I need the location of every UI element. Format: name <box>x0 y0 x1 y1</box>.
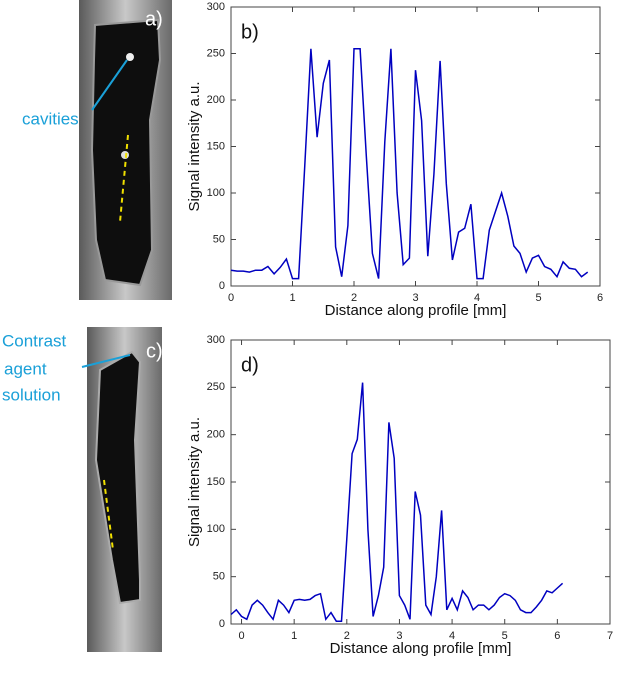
image-label: a) <box>145 8 163 30</box>
image-c: c) Contrast agent solution <box>2 327 163 652</box>
x-tick-label: 2 <box>351 292 357 304</box>
y-tick-label: 0 <box>219 618 225 630</box>
x-tick-label: 3 <box>396 630 402 642</box>
y-tick-label: 200 <box>207 429 225 441</box>
y-tick-label: 200 <box>207 94 225 106</box>
image-a: a) cavities <box>22 0 172 300</box>
y-tick-label: 250 <box>207 47 225 59</box>
x-tick-label: 5 <box>502 630 508 642</box>
x-axis-label: Distance along profile [mm] <box>330 640 512 657</box>
y-axis-label: Signal intensity a.u. <box>186 81 203 211</box>
plot-frame <box>230 339 611 625</box>
x-tick-label: 6 <box>597 292 603 304</box>
x-tick-label: 2 <box>344 630 350 642</box>
y-tick-label: 100 <box>207 523 225 535</box>
line-series <box>230 382 564 622</box>
panel-label: d) <box>241 354 259 376</box>
annotation: cavities <box>22 109 79 128</box>
x-tick-label: 5 <box>535 292 541 304</box>
annotation: agent <box>4 359 47 378</box>
x-tick-label: 4 <box>449 630 455 642</box>
line-series <box>230 48 589 280</box>
y-tick-label: 150 <box>207 140 225 152</box>
plot-frame <box>230 6 601 287</box>
y-tick-label: 250 <box>207 381 225 393</box>
y-tick-label: 100 <box>207 187 225 199</box>
x-tick-label: 6 <box>554 630 560 642</box>
y-axis-label: Signal intensity a.u. <box>186 417 203 547</box>
y-tick-label: 300 <box>207 1 225 13</box>
annotation: Contrast <box>2 331 67 350</box>
y-tick-label: 300 <box>207 334 225 346</box>
y-tick-label: 0 <box>219 280 225 292</box>
x-axis-label: Distance along profile [mm] <box>325 302 507 319</box>
panel-label: b) <box>241 21 259 43</box>
annotation: solution <box>2 385 61 404</box>
x-tick-label: 7 <box>607 630 613 642</box>
x-tick-label: 0 <box>238 630 244 642</box>
y-tick-label: 50 <box>213 233 225 245</box>
x-tick-label: 4 <box>474 292 480 304</box>
x-tick-label: 1 <box>291 630 297 642</box>
y-tick-label: 150 <box>207 476 225 488</box>
x-tick-label: 0 <box>228 292 234 304</box>
y-tick-label: 50 <box>213 571 225 583</box>
x-tick-label: 3 <box>412 292 418 304</box>
x-tick-label: 1 <box>289 292 295 304</box>
image-label: c) <box>146 340 163 362</box>
